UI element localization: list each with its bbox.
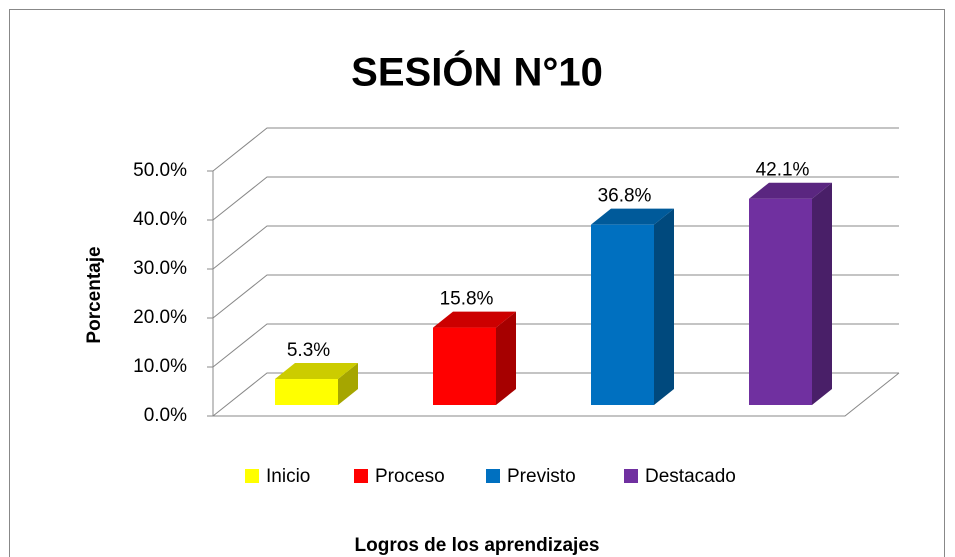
bar	[591, 224, 654, 405]
legend-swatch	[354, 469, 368, 483]
chart-title: SESIÓN N°10	[351, 49, 603, 95]
grid-line	[212, 274, 899, 319]
grid-line	[212, 323, 899, 368]
legend-label: Previsto	[507, 466, 576, 487]
grid-line	[212, 225, 899, 270]
y-tick-label: 50.0%	[133, 160, 187, 181]
bar	[433, 327, 496, 405]
bar-top	[433, 311, 516, 328]
y-tick-label: 10.0%	[133, 356, 187, 377]
bar	[275, 379, 338, 405]
bar-side	[812, 182, 832, 405]
value-label: 36.8%	[598, 186, 652, 207]
legend-label: Inicio	[266, 466, 310, 487]
grid-line	[212, 372, 899, 417]
y-tick-label: 30.0%	[133, 258, 187, 279]
legend-swatch	[245, 469, 259, 483]
bar-top	[591, 208, 674, 225]
y-tick-label: 20.0%	[133, 307, 187, 328]
legend-label: Proceso	[375, 466, 445, 487]
bar-top	[749, 182, 832, 199]
x-axis-title: Logros de los aprendizajes	[355, 535, 600, 556]
bar	[749, 198, 812, 405]
legend-swatch	[486, 469, 500, 483]
value-label: 15.8%	[440, 289, 494, 310]
bar-top	[275, 363, 358, 380]
y-tick-label: 0.0%	[144, 405, 187, 426]
value-label: 42.1%	[756, 160, 810, 181]
floor-edge	[213, 372, 900, 417]
bar-side	[654, 208, 674, 405]
bar-side	[496, 311, 516, 405]
grid-line	[212, 176, 899, 221]
value-label: 5.3%	[287, 340, 330, 361]
bar-side	[338, 363, 358, 405]
y-tick-label: 40.0%	[133, 209, 187, 230]
y-axis-title: Porcentaje	[84, 246, 105, 343]
legend-swatch	[624, 469, 638, 483]
legend-label: Destacado	[645, 466, 736, 487]
grid-line	[212, 127, 899, 172]
